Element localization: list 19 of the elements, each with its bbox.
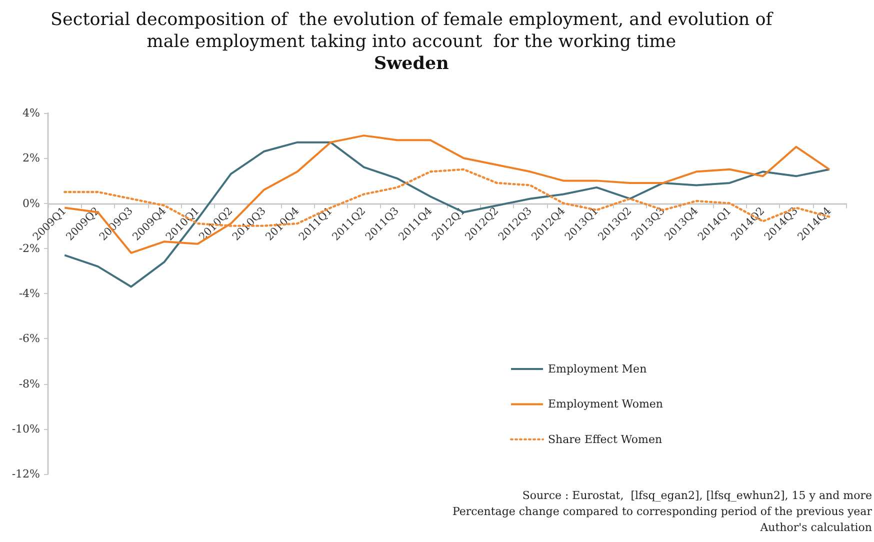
text: Percentage change compared to corresponding period of the previous year — [452, 505, 873, 518]
y-tick-label: 2% — [22, 152, 40, 165]
y-tick-label: -4% — [18, 287, 40, 300]
source-note: Source : Eurostat, [lfsq_egan2], [lfsq_ewhun2], 15 y and more — [522, 489, 872, 502]
line-series — [64, 134, 830, 254]
line-series — [64, 141, 830, 288]
y-tick-label: 4% — [22, 106, 40, 120]
y-tick-label: -12% — [12, 468, 40, 480]
legend-label: Share Effect Women — [548, 432, 662, 446]
y-tick-label: -10% — [12, 422, 40, 436]
y-tick-label: -8% — [18, 377, 40, 390]
chart-subtitle: Sweden — [374, 54, 450, 74]
legend-label: Employment Men — [548, 362, 647, 376]
text: Author's calculation — [759, 521, 872, 534]
y-tick-label: -2% — [18, 242, 40, 255]
chart-title: Sectorial decomposition of the evolution of female employment, and evolution of male employment taking into account for the working time — [50, 10, 774, 52]
y-tick-label: 0% — [22, 196, 40, 210]
legend-label: Employment Women — [548, 398, 664, 411]
y-tick-label: -6% — [18, 332, 40, 346]
